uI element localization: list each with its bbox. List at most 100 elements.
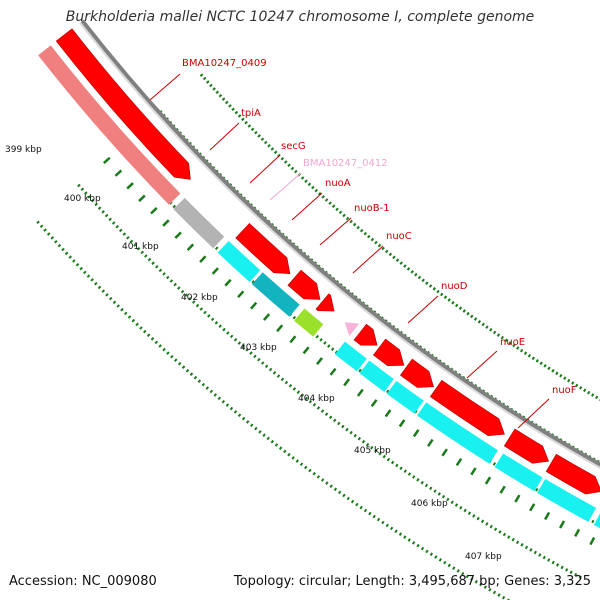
minor-tick: [327, 344, 331, 348]
minor-tick: [398, 532, 403, 537]
minor-tick: [245, 347, 249, 352]
minor-tick: [139, 326, 143, 330]
minor-tick: [127, 315, 132, 319]
minor-tick: [412, 475, 416, 479]
minor-tick: [284, 380, 289, 385]
major-tick: [427, 438, 434, 447]
minor-tick: [467, 511, 472, 516]
minor-tick: [320, 409, 325, 413]
minor-tick: [578, 575, 582, 579]
minor-tick: [300, 393, 305, 398]
minor-tick: [314, 188, 319, 193]
minor-tick: [212, 87, 216, 91]
major-tick: [370, 399, 378, 408]
minor-tick: [355, 502, 359, 507]
minor-tick: [273, 150, 278, 155]
minor-tick: [294, 169, 298, 174]
minor-tick: [420, 546, 425, 551]
minor-tick: [237, 341, 242, 345]
minor-tick: [254, 426, 258, 431]
minor-tick: [36, 220, 40, 225]
minor-tick: [424, 483, 429, 488]
minor-tick: [241, 416, 246, 421]
minor-tick: [203, 310, 207, 315]
minor-tick: [429, 486, 433, 491]
minor-tick: [329, 484, 333, 489]
minor-tick: [54, 240, 58, 244]
minor-tick: [324, 198, 329, 202]
minor-tick: [523, 351, 528, 355]
cog-segment: [38, 45, 181, 205]
minor-tick: [191, 300, 196, 304]
minor-tick: [147, 257, 152, 262]
minor-tick: [206, 80, 210, 84]
cog-segment: [334, 341, 367, 372]
minor-tick: [456, 569, 460, 573]
minor-tick: [443, 560, 447, 565]
minor-tick: [429, 552, 434, 557]
minor-tick: [144, 254, 148, 258]
minor-tick: [165, 275, 170, 280]
accession-text: Accession: NC_009080: [9, 574, 157, 589]
minor-tick: [519, 348, 524, 353]
minor-tick: [268, 367, 273, 372]
major-tick: [589, 536, 596, 546]
minor-tick: [473, 317, 478, 321]
minor-tick: [50, 236, 55, 240]
minor-tick: [508, 341, 512, 345]
minor-tick: [292, 387, 297, 391]
minor-tick: [205, 386, 210, 390]
minor-tick: [416, 543, 420, 548]
minor-tick: [158, 268, 163, 273]
major-tick: [199, 255, 207, 263]
minor-tick: [370, 237, 375, 242]
minor-tick: [222, 327, 226, 332]
minor-tick: [359, 228, 364, 233]
minor-tick: [395, 258, 400, 263]
minor-tick: [317, 191, 322, 196]
cog-segment: [217, 240, 261, 283]
bma-0412-label: BMA10247_0412: [303, 158, 388, 169]
rna-marker: [344, 322, 360, 337]
minor-tick: [345, 216, 350, 221]
minor-tick: [221, 399, 226, 404]
minor-tick: [357, 436, 362, 441]
nuoe-callout-line: [466, 350, 498, 379]
minor-tick: [250, 127, 255, 132]
minor-tick: [75, 263, 80, 267]
nuob1-callout-line: [319, 217, 352, 246]
minor-tick: [361, 439, 366, 444]
minor-tick: [72, 259, 76, 263]
minor-tick: [258, 430, 262, 434]
kbp-label: 399 kbp: [5, 145, 42, 155]
minor-tick: [199, 73, 204, 77]
minor-tick: [116, 304, 120, 308]
minor-tick: [217, 396, 222, 401]
minor-tick: [560, 565, 564, 570]
minor-tick: [520, 543, 524, 547]
major-tick: [174, 231, 182, 239]
minor-tick: [507, 535, 511, 539]
minor-tick: [466, 311, 470, 316]
minor-tick: [551, 560, 555, 565]
major-tick: [441, 448, 448, 457]
minor-tick: [225, 403, 230, 407]
minor-tick: [403, 264, 407, 268]
minor-tick: [151, 261, 155, 265]
minor-tick: [233, 337, 238, 342]
minor-tick: [333, 418, 337, 423]
minor-tick: [382, 454, 386, 459]
minor-tick: [61, 247, 65, 252]
cds-track: [55, 28, 600, 495]
nuoe-label: nuoE: [500, 337, 525, 348]
minor-tick: [392, 255, 396, 260]
minor-tick: [472, 514, 476, 518]
minor-tick: [377, 243, 382, 248]
minor-tick: [162, 347, 166, 352]
minor-tick: [234, 110, 239, 115]
minor-tick: [492, 330, 497, 335]
minor-tick: [214, 246, 219, 250]
major-tick: [126, 182, 134, 190]
nuoa-label: nuoA: [325, 178, 351, 189]
minor-tick: [485, 325, 489, 329]
